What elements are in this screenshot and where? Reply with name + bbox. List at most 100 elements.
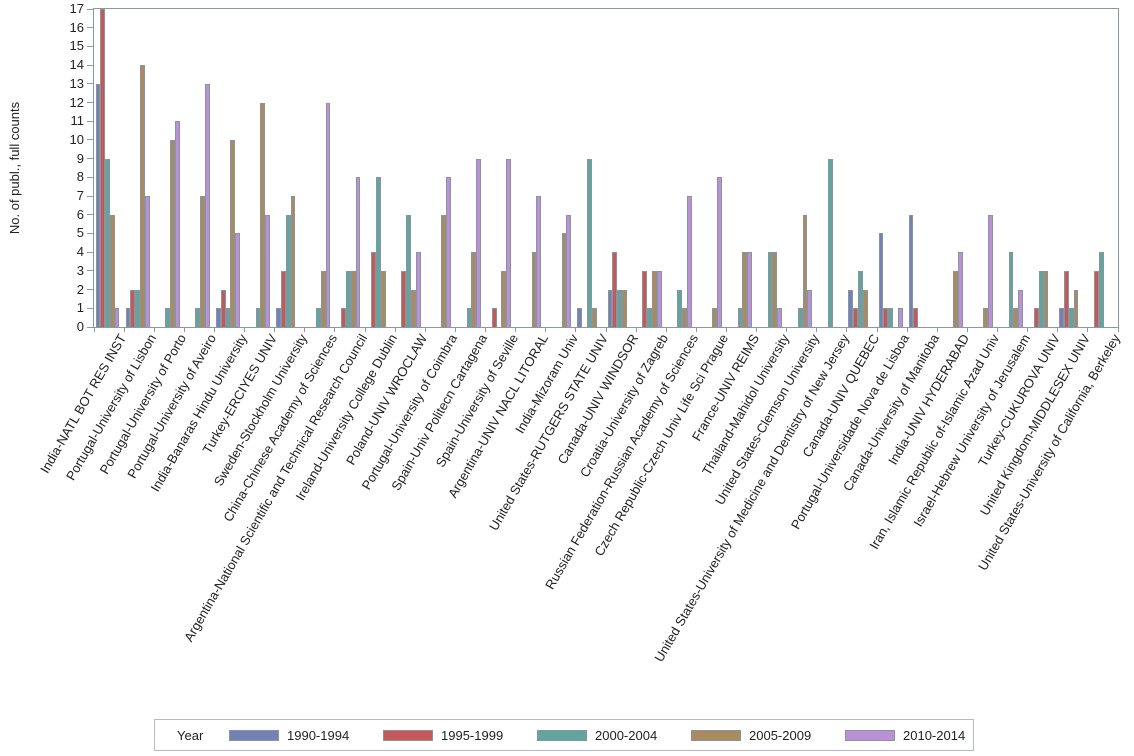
bar-2005-2009 — [260, 102, 266, 327]
bar-1995-1999 — [1094, 270, 1099, 327]
bar-2005-2009 — [652, 270, 657, 327]
bar-group — [728, 252, 752, 327]
bar-1995-1999 — [130, 289, 136, 327]
legend-label: 2005-2009 — [749, 727, 812, 743]
bar-1990-1994 — [908, 214, 914, 327]
bar-2000-2004 — [737, 308, 743, 327]
bar-group — [276, 196, 300, 327]
bar-2005-2009 — [1073, 289, 1079, 327]
bar-2005-2009 — [561, 233, 567, 327]
x-axis-tick — [695, 328, 697, 332]
x-axis-tick — [424, 328, 426, 332]
bar-2005-2009 — [1043, 270, 1049, 327]
bar-1995-1999 — [1033, 308, 1039, 327]
bar-group — [788, 214, 813, 327]
bar-2010-2014 — [1018, 289, 1023, 327]
bar-2000-2004 — [647, 308, 652, 327]
y-axis-tick-label: 10 — [69, 131, 84, 147]
x-axis-tick — [123, 328, 125, 332]
bar-group — [848, 270, 872, 327]
bar-2010-2014 — [144, 196, 150, 327]
bar-1990-1994 — [577, 308, 583, 327]
bar-2010-2014 — [777, 308, 783, 327]
bar-group — [1089, 252, 1113, 327]
x-axis-tick — [1027, 328, 1029, 332]
y-axis-tick-label: 16 — [69, 19, 84, 35]
x-axis-tick — [515, 328, 517, 332]
bar-group — [95, 9, 120, 327]
bar-2000-2004 — [858, 270, 863, 327]
legend-item: 1990-1994 — [229, 726, 349, 744]
bar-group — [156, 121, 180, 327]
y-axis-tick — [87, 8, 93, 10]
x-axis-tick — [213, 328, 215, 332]
legend-swatch-1990-1994 — [229, 729, 279, 741]
bar-2010-2014 — [957, 252, 963, 327]
bar-2005-2009 — [411, 289, 416, 327]
x-axis-tick — [304, 328, 306, 332]
y-axis-tick — [87, 251, 93, 253]
bar-2005-2009 — [380, 270, 386, 327]
bar-group — [215, 139, 240, 327]
x-axis-tick — [725, 328, 727, 332]
bar-2000-2004 — [617, 289, 622, 327]
legend-title: Year — [177, 728, 204, 743]
y-axis-tick — [87, 176, 93, 178]
y-axis-tick — [87, 326, 93, 328]
y-axis-tick-label: 3 — [76, 262, 84, 278]
bar-1990-1994 — [1059, 308, 1065, 327]
bar-1990-1994 — [848, 289, 854, 327]
x-axis-tick — [454, 328, 456, 332]
bar-1990-1994 — [95, 83, 101, 327]
bar-2010-2014 — [355, 177, 361, 327]
bar-2010-2014 — [205, 83, 210, 327]
bar-2000-2004 — [586, 158, 592, 327]
bar-2010-2014 — [445, 177, 451, 327]
bar-group — [547, 214, 572, 327]
bar-2005-2009 — [772, 252, 778, 327]
x-axis-tick — [906, 328, 908, 332]
x-axis-tick — [816, 328, 818, 332]
bar-group — [125, 65, 150, 327]
bar-2005-2009 — [140, 65, 145, 327]
bar-1995-1999 — [491, 308, 497, 327]
bar-2010-2014 — [686, 196, 692, 327]
bar-2010-2014 — [988, 214, 993, 327]
bar-2000-2004 — [165, 308, 171, 327]
x-axis-tick — [364, 328, 366, 332]
legend-label: 2000-2004 — [595, 727, 658, 743]
bar-2010-2014 — [656, 270, 662, 327]
y-axis-tick-label: 14 — [69, 57, 84, 73]
bar-2005-2009 — [953, 270, 958, 327]
bar-2005-2009 — [983, 308, 989, 327]
bar-2010-2014 — [325, 102, 331, 327]
y-axis-tick-label: 17 — [69, 1, 84, 16]
bar-2000-2004 — [255, 308, 261, 327]
x-axis-tick — [1087, 328, 1089, 332]
x-axis-tick — [635, 328, 637, 332]
bar-2010-2014 — [265, 214, 271, 327]
x-axis-tick — [274, 328, 276, 332]
bar-2000-2004 — [346, 270, 351, 327]
bar-1995-1999 — [371, 252, 377, 327]
x-axis-tick — [997, 328, 999, 332]
bar-2005-2009 — [200, 196, 206, 327]
bar-2005-2009 — [712, 308, 718, 327]
x-axis-tick — [846, 328, 848, 332]
bar-2000-2004 — [827, 158, 833, 327]
bar-group — [878, 233, 903, 327]
bar-2005-2009 — [230, 139, 236, 327]
x-axis-tick — [485, 328, 487, 332]
bar-group — [969, 214, 993, 327]
bar-2005-2009 — [320, 270, 326, 327]
bar-2005-2009 — [862, 289, 868, 327]
bar-1995-1999 — [1064, 270, 1069, 327]
bar-2000-2004 — [797, 308, 803, 327]
x-axis-tick — [876, 328, 878, 332]
bar-group — [397, 214, 421, 327]
bar-group — [908, 214, 933, 327]
y-axis-tick-label: 0 — [76, 319, 84, 334]
bar-2010-2014 — [506, 158, 511, 327]
bar-2000-2004 — [195, 308, 201, 327]
bar-group — [818, 158, 842, 327]
